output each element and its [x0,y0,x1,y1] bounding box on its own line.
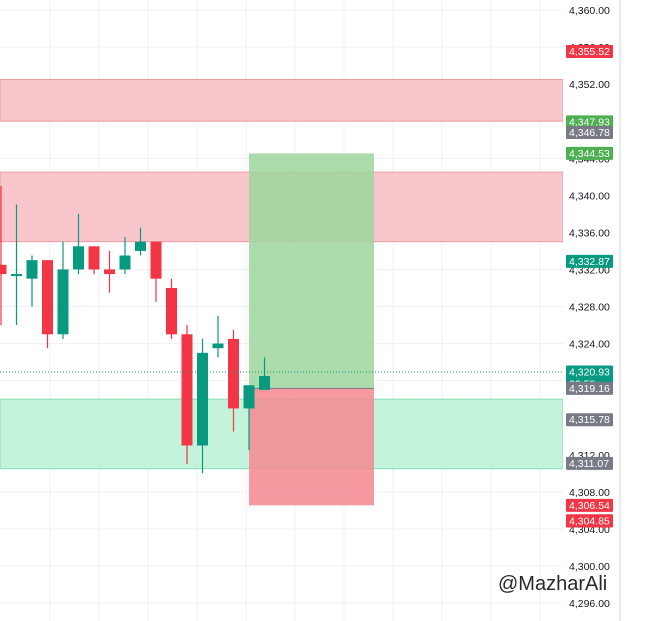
price-tag [566,125,613,139]
price-tag-label: 4,332.87 [569,256,610,268]
tick-label: 4,300.00 [569,561,610,573]
price-tag-label: 4,315.78 [569,414,610,426]
candle-body [104,269,115,275]
watermark: @MazharAli [498,573,607,595]
candle-body [259,375,270,390]
price-tag-label: 4,355.52 [569,46,610,58]
price-tag [566,115,613,129]
price-tag [566,45,613,59]
price-tag-label: 4,346.78 [569,127,610,139]
price-tag-label: 4,320.93 [569,367,610,379]
price-tag-label: 4,319.16 [569,383,610,395]
candle-body [119,255,131,270]
price-tag [566,413,613,427]
candle-body [212,343,224,349]
supply-zone [0,78,564,122]
tick-label: 4,308.00 [569,487,610,499]
price-tag-label: 4,304.85 [569,515,610,527]
price-tag [566,498,613,512]
tick-label: 4,328.00 [569,302,610,314]
candle-body [166,287,177,335]
profit-area [249,153,374,389]
candle-body [0,264,7,275]
candle-body [135,241,146,251]
candle-body [57,269,69,335]
candle-body [88,246,100,270]
price-tag [566,514,613,528]
candle-body [73,246,84,270]
price-axis[interactable]: 4,360.004,356.004,352.004,348.004,344.00… [563,0,654,621]
price-tag-label: 4,306.54 [569,500,610,512]
price-tag [566,254,613,268]
candle-body [11,274,22,277]
candle-body [181,334,193,446]
price-tag [566,146,613,160]
candle-body [228,338,239,409]
price-tag-label: 4,344.53 [569,148,610,160]
candles [0,186,270,474]
candle-body [42,260,53,335]
loss-area [249,388,374,506]
tick-label: 4,296.00 [569,598,610,610]
tick-label: 4,352.00 [569,79,610,91]
tick-label: 4,336.00 [569,227,610,239]
price-tag [566,456,613,470]
long-position-tool[interactable] [249,153,374,506]
tick-label: 4,340.00 [569,190,610,202]
tick-label: 4,324.00 [569,339,610,351]
watermark-text: @MazharAli [498,573,607,595]
candle-body [197,352,208,446]
price-tags: 4,355.52 4,347.934,346.78 4,344.53 4,332.87… [566,45,613,528]
candle-body [150,241,162,279]
candle-body [243,385,255,409]
tick-label: 4,360.00 [569,5,610,17]
price-tag [566,381,613,395]
price-tag-label: 4,311.07 [569,458,609,470]
candle-body [26,260,38,279]
price-tag-label: 4,347.93 [569,116,610,128]
